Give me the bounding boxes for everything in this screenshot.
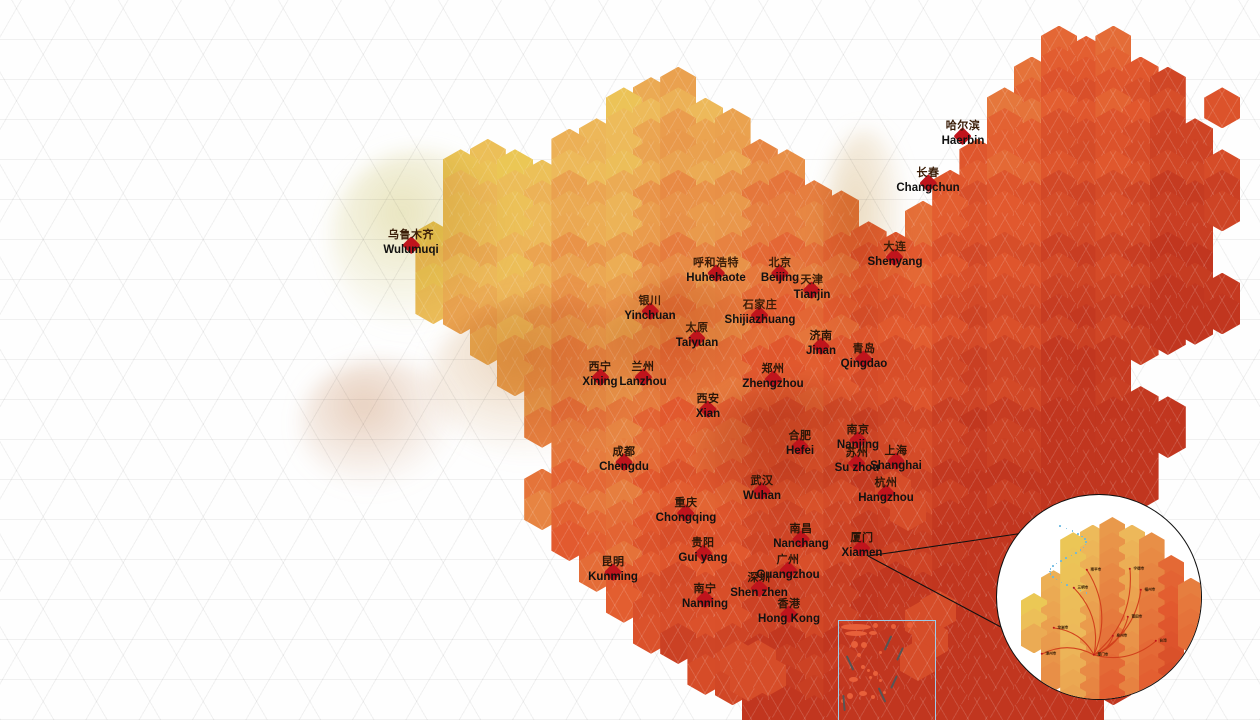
flight-arc [1073, 587, 1097, 656]
magnifier-city-label: 莆田市 [1131, 614, 1143, 619]
hex-tile[interactable] [1149, 314, 1186, 355]
magnifier-city-label: 南平市 [1090, 567, 1102, 572]
hex-tile[interactable] [1204, 293, 1241, 335]
magnifier-city-label: 龙岩市 [1057, 625, 1069, 630]
flight-arc [1053, 627, 1095, 656]
magnifier-city-label: 泉州市 [1116, 633, 1128, 638]
hex-tile[interactable] [1149, 417, 1186, 458]
flight-arc [1093, 589, 1142, 656]
magnifier-city-label: 台湾 [1159, 638, 1167, 643]
magnifier-city-label: 福州市 [1144, 587, 1156, 592]
flight-arc [1086, 569, 1103, 656]
magnifier-city-label: 厦门市 [1097, 652, 1109, 657]
hex-tile[interactable] [1204, 87, 1241, 129]
magnifier-city-label: 宁德市 [1133, 566, 1145, 571]
fujian-magnifier[interactable]: 南平市 宁德市三明市 福州市莆田市泉州市 龙岩市漳州市 厦门市 台湾 [996, 494, 1202, 700]
flight-arc [1093, 568, 1131, 656]
flight-route-arcs [1041, 568, 1157, 659]
magnifier-city-label: 三明市 [1077, 585, 1089, 590]
magnifier-city-label: 漳州市 [1045, 651, 1057, 656]
